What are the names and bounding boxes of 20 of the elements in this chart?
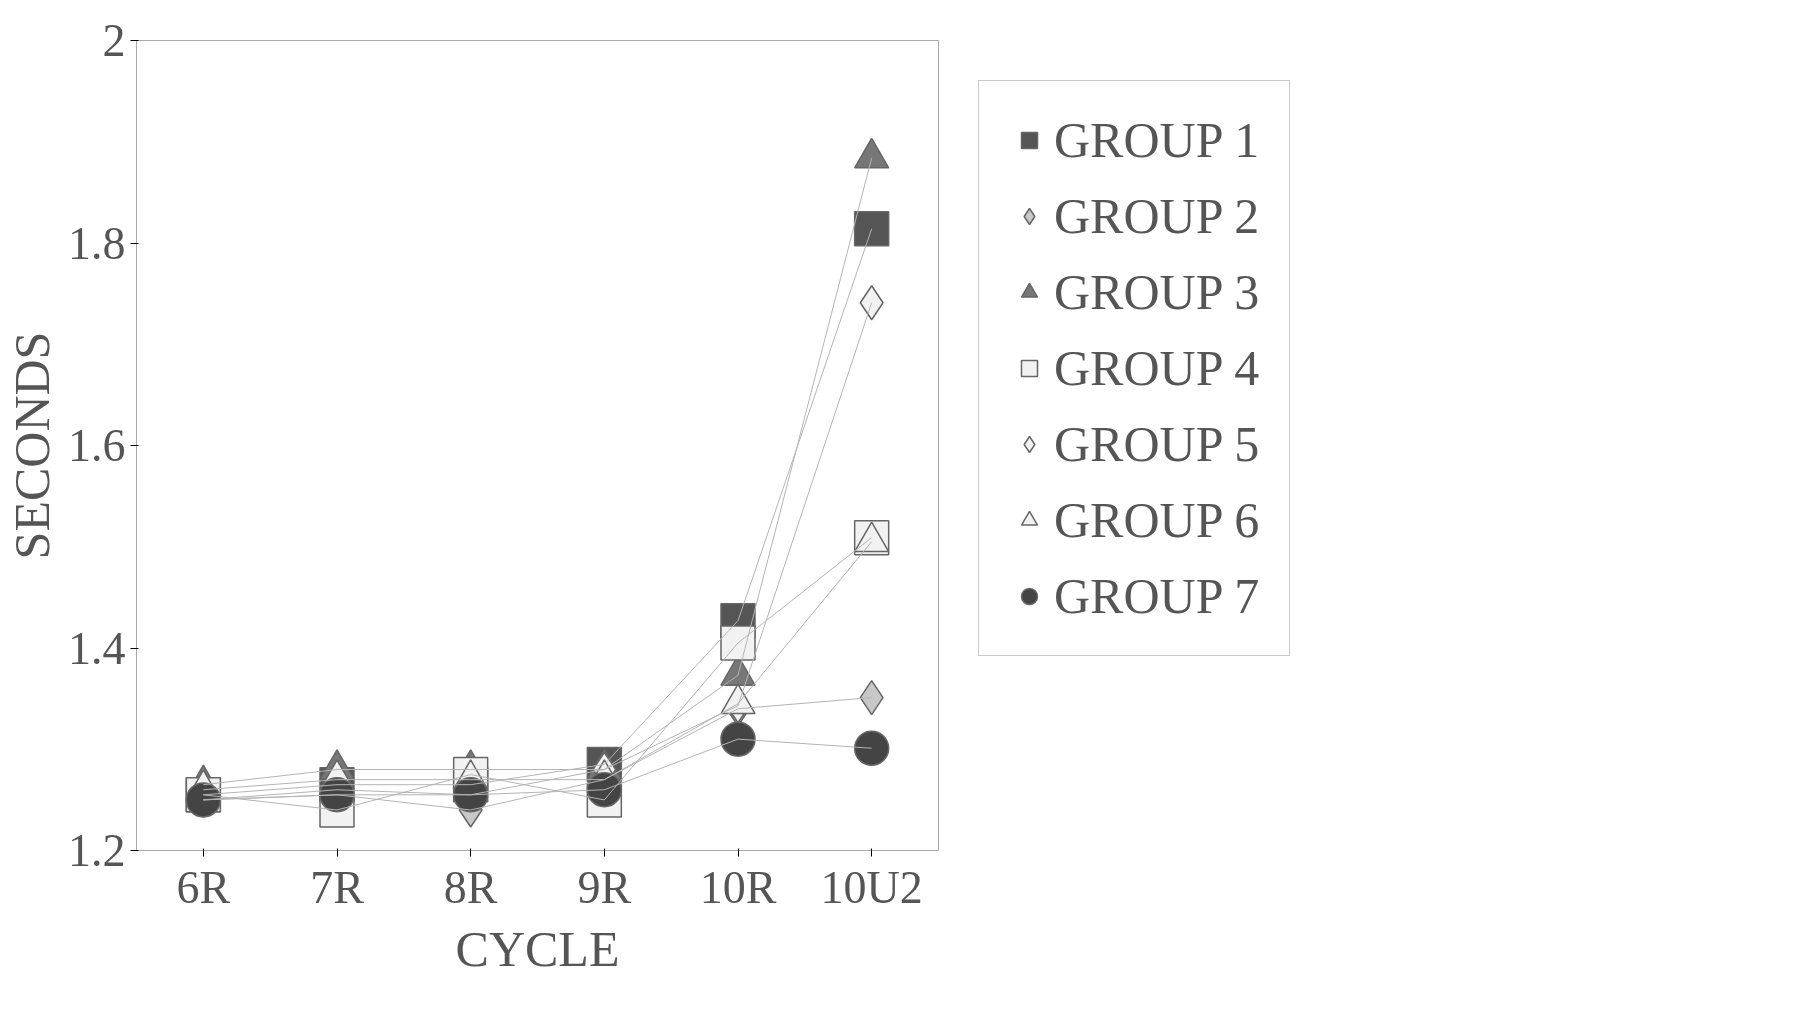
legend-label: GROUP 7 (1054, 567, 1260, 625)
legend-label: GROUP 4 (1054, 339, 1260, 397)
x-tick-label: 10R (699, 861, 777, 913)
y-tick-label: 1.6 (68, 420, 126, 471)
y-tick-label: 1.2 (68, 825, 126, 876)
x-tick-label: 8R (443, 861, 498, 913)
y-tick-label: 1.4 (68, 622, 126, 674)
legend-label: GROUP 2 (1054, 187, 1260, 245)
y-axis-title: SECONDS (4, 331, 60, 560)
x-axis-title: CYCLE (455, 920, 620, 977)
x-tick-label: 7R (310, 861, 365, 913)
legend-label: GROUP 3 (1054, 263, 1260, 321)
legend-label: GROUP 1 (1054, 111, 1260, 169)
x-tick-label: 6R (176, 861, 231, 913)
y-tick-label: 1.8 (68, 217, 126, 269)
x-tick-label: 10U2 (820, 861, 923, 913)
legend-label: GROUP 6 (1054, 491, 1260, 549)
y-tick-label: 2 (102, 15, 126, 66)
legend-label: GROUP 5 (1054, 415, 1260, 473)
x-tick-label: 9R (577, 861, 632, 913)
